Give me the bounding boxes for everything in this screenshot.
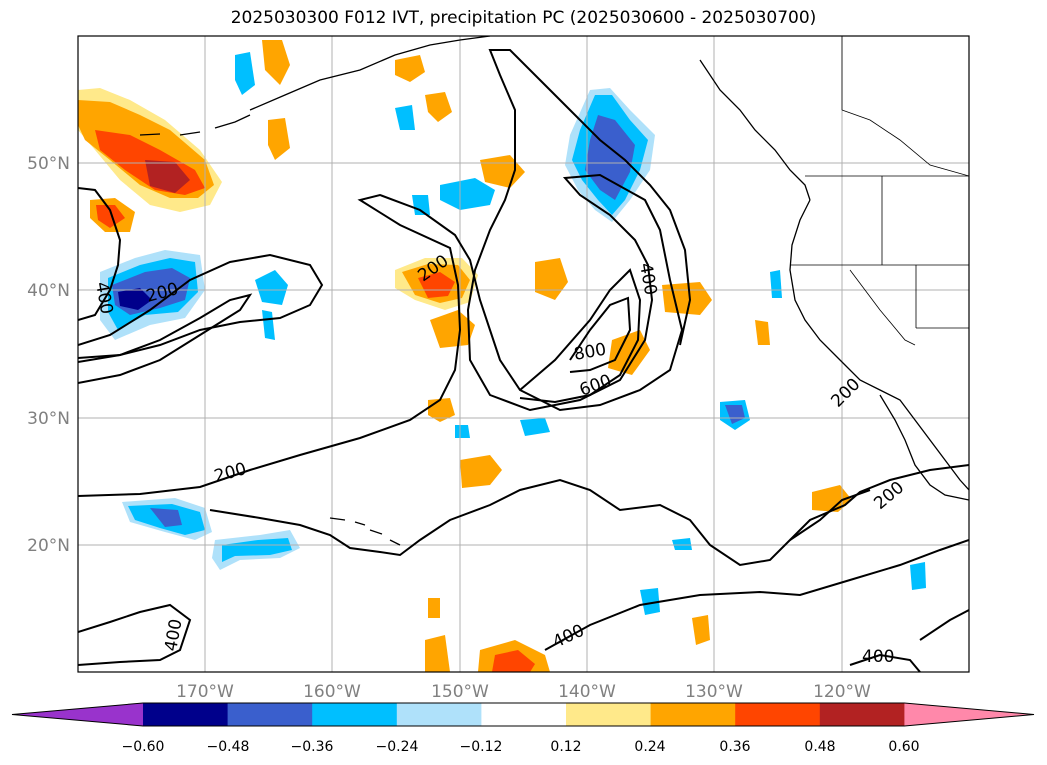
precip-anomaly-layer <box>78 40 926 672</box>
colorbar-extend-high <box>904 703 1034 726</box>
precip-blob <box>428 598 440 618</box>
us-west-coast <box>789 199 969 491</box>
contour-200-west-lower <box>78 293 253 384</box>
precip-blob <box>262 310 275 340</box>
precip-blob <box>692 615 710 645</box>
baja-coast <box>879 394 969 501</box>
lon-label: 160°W <box>303 682 361 702</box>
contour-400-southeast <box>849 609 969 672</box>
coastlines <box>139 36 969 546</box>
colorbar-tick-label: −0.48 <box>207 739 250 755</box>
precip-blob <box>118 288 152 310</box>
precip-blob <box>725 405 745 424</box>
bc-coast <box>699 59 811 201</box>
colorbar-segment <box>735 703 821 726</box>
precip-blob <box>395 55 425 82</box>
lon-label: 130°W <box>685 682 743 702</box>
colorbar-ticks: −0.60 −0.48 −0.36 −0.24 −0.12 0.12 0.24 … <box>122 739 920 755</box>
latitude-axis: 50°N 40°N 30°N 20°N <box>27 154 70 556</box>
precip-blob <box>96 205 125 228</box>
contour-400-south-mid <box>544 539 969 651</box>
contour-400-se-upper <box>789 489 871 541</box>
colorbar-tick-label: 0.12 <box>550 739 581 755</box>
precip-blob <box>640 588 660 615</box>
aleutian-islands <box>139 114 251 136</box>
contour-label: 400 <box>862 647 894 667</box>
map-frame <box>77 35 970 673</box>
colorbar-tick-label: 0.36 <box>719 739 750 755</box>
colorbar-segment <box>143 703 229 726</box>
contour-800 <box>569 296 632 373</box>
lon-label: 170°W <box>176 682 234 702</box>
precip-blob <box>455 425 470 438</box>
colorbar-tick-label: −0.36 <box>291 739 334 755</box>
colorbar <box>11 702 1035 727</box>
lat-label: 30°N <box>27 409 70 429</box>
precip-blob <box>235 52 255 95</box>
contour-200-west-upper <box>78 253 324 359</box>
map-title: 2025030300 F012 IVT, precipitation PC (2… <box>230 8 817 28</box>
precip-blob <box>770 270 782 298</box>
precip-blob <box>222 538 292 562</box>
precip-blob <box>672 538 692 550</box>
precip-blob <box>440 178 495 210</box>
colorbar-segment <box>650 703 736 726</box>
precip-blob <box>145 160 190 193</box>
precip-blob <box>150 508 182 527</box>
colorbar-tick-label: −0.60 <box>122 739 165 755</box>
contour-400-south <box>78 603 192 666</box>
map-area: 400 200 200 400 800 600 200 200 200 400 … <box>78 36 969 672</box>
lat-label: 40°N <box>27 281 70 301</box>
precip-blob <box>268 118 290 160</box>
lat-label: 50°N <box>27 154 70 174</box>
colorbar-tick-label: 0.60 <box>888 739 919 755</box>
contour-200-east <box>209 464 969 567</box>
precip-blob <box>755 320 770 345</box>
alaska-coast <box>249 36 491 111</box>
precip-blob <box>425 635 450 672</box>
colorbar-tick-label: −0.12 <box>460 739 503 755</box>
colorbar-outline <box>11 702 1035 727</box>
colorbar-segment <box>396 703 482 726</box>
hawaii <box>329 517 401 546</box>
contour-200-main <box>78 49 692 497</box>
colorbar-segment <box>481 703 567 726</box>
precip-blob <box>430 310 475 348</box>
precip-blob <box>262 40 290 85</box>
contour-400-west <box>78 187 122 321</box>
colorbar-tick-label: 0.48 <box>804 739 835 755</box>
lon-label: 150°W <box>431 682 489 702</box>
precip-blob <box>608 330 650 375</box>
colorbar-segment <box>819 703 905 726</box>
precip-blob <box>492 650 535 672</box>
ivt-contours <box>78 49 969 672</box>
longitude-axis: 170°W 160°W 150°W 140°W 130°W 120°W <box>176 682 871 702</box>
lat-label: 20°N <box>27 536 70 556</box>
lon-label: 140°W <box>558 682 616 702</box>
colorbar-tick-label: −0.24 <box>376 739 419 755</box>
lon-label: 120°W <box>813 682 871 702</box>
graticule <box>78 36 969 672</box>
colorbar-segment <box>227 703 313 726</box>
precip-blob <box>395 105 415 130</box>
precip-blob <box>255 270 288 305</box>
precip-blob <box>460 455 502 488</box>
precip-blob <box>425 92 452 122</box>
colorbar-segment <box>312 703 398 726</box>
precip-blob <box>520 418 550 436</box>
colorbar-extend-low <box>12 703 143 726</box>
precip-blob <box>910 562 926 590</box>
contour-600 <box>519 268 642 404</box>
precip-blob <box>418 272 455 298</box>
precip-blob <box>412 195 430 215</box>
colorbar-tick-label: 0.24 <box>634 739 665 755</box>
colorbar-segment <box>566 703 652 726</box>
political-borders <box>790 36 969 346</box>
